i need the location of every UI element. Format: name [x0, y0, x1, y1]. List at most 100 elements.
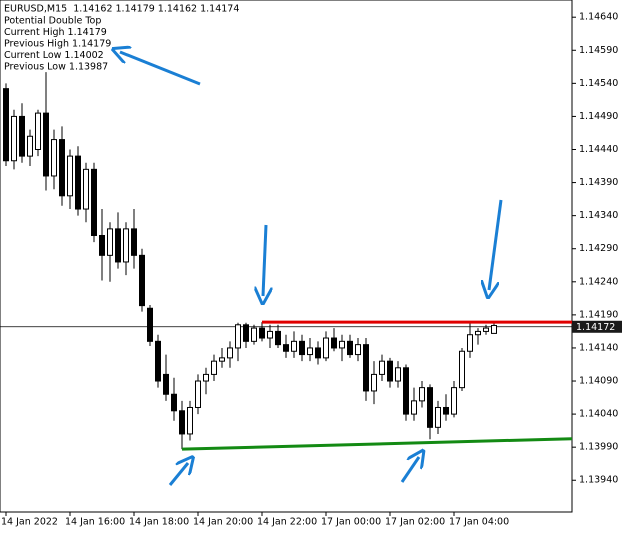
candle-body	[59, 139, 65, 197]
arrow	[120, 52, 201, 86]
candle-body	[107, 228, 113, 256]
x-tick-label: 14 Jan 20:00	[193, 517, 253, 528]
candle-body	[435, 406, 441, 428]
symbol-header: EURUSD,M15 1.14162 1.14179 1.14162 1.141…	[4, 4, 239, 15]
x-tick-label: 17 Jan 02:00	[385, 517, 445, 528]
candle-body	[315, 347, 321, 359]
candle-body	[27, 135, 33, 157]
candle-body	[427, 387, 433, 428]
candle-body	[299, 340, 305, 356]
candle-body	[139, 254, 145, 307]
candle-body	[147, 307, 153, 342]
candle-body	[83, 168, 89, 210]
candle-body	[411, 400, 417, 415]
candle-body	[99, 234, 105, 256]
y-tick-label: 1.14040	[579, 409, 618, 420]
candle-body	[123, 228, 129, 263]
candle-body	[283, 344, 289, 352]
candle-body	[203, 373, 209, 382]
candle-body	[363, 344, 369, 392]
candle-body	[379, 360, 385, 375]
y-tick-label: 1.14540	[579, 78, 618, 89]
y-tick-label: 1.14140	[579, 342, 618, 353]
candle-body	[67, 155, 73, 197]
y-tick-label: 1.14590	[579, 45, 618, 56]
candle-body	[243, 324, 249, 342]
candle-body	[419, 387, 425, 402]
annotation: Previous Low 1.13987	[4, 62, 108, 73]
candle-body	[179, 410, 185, 435]
y-tick-label: 1.14490	[579, 111, 618, 122]
arrow	[489, 199, 503, 290]
candle-body	[451, 387, 457, 415]
candle-body	[227, 347, 233, 359]
candle-body	[3, 88, 9, 162]
y-tick-label: 1.14340	[579, 210, 618, 221]
y-tick-label: 1.14640	[579, 12, 618, 23]
candle-body	[459, 350, 465, 389]
y-tick-label: 1.14240	[579, 276, 618, 287]
candle-body	[251, 327, 257, 342]
candle-body	[235, 324, 241, 349]
candle-body	[307, 347, 313, 356]
candle-body	[11, 115, 17, 162]
candle-body	[115, 228, 121, 263]
candle-body	[51, 139, 57, 177]
arrow	[263, 224, 266, 296]
candle-body	[323, 337, 329, 359]
candle-body	[475, 330, 481, 336]
last-price-label: 1.14172	[576, 322, 615, 333]
candle-body	[347, 340, 353, 356]
candle-body	[163, 373, 169, 395]
candle-body	[35, 112, 41, 150]
candle-body	[291, 340, 297, 352]
arrow	[400, 457, 419, 483]
candle-body	[275, 330, 281, 346]
y-tick-label: 1.13940	[579, 475, 618, 486]
candle-body	[331, 337, 337, 349]
arrows	[120, 52, 503, 486]
y-tick-label: 1.14290	[579, 243, 618, 254]
candle-body	[91, 168, 97, 236]
x-tick-label: 17 Jan 04:00	[449, 517, 509, 528]
candle-body	[371, 373, 377, 392]
marks	[0, 72, 573, 451]
x-tick-label: 14 Jan 18:00	[129, 517, 189, 528]
candle-body	[171, 393, 177, 412]
candle-body	[211, 360, 217, 375]
y-tick-label: 1.13990	[579, 442, 618, 453]
candle-body	[355, 344, 361, 356]
candle-body	[131, 228, 137, 256]
y-tick-label: 1.14390	[579, 177, 618, 188]
candle-body	[155, 340, 161, 382]
arrow	[168, 463, 188, 486]
annotation: Previous High 1.14179	[4, 39, 111, 50]
x-tick-label: 17 Jan 00:00	[321, 517, 381, 528]
candle-body	[195, 380, 201, 408]
x-tick-label: 14 Jan 16:00	[65, 517, 125, 528]
candle-body	[467, 334, 473, 352]
candle-body	[187, 406, 193, 435]
candle-body	[259, 327, 265, 339]
last-price-box	[572, 320, 622, 333]
candle-body	[491, 324, 497, 334]
candle-body	[443, 406, 449, 415]
candle-body	[339, 340, 345, 349]
candle-body	[219, 357, 225, 362]
candle-body	[395, 367, 401, 382]
candle-body	[75, 155, 81, 210]
candle-body	[43, 112, 49, 177]
candle-body	[387, 360, 393, 382]
annotation: Current Low 1.14002	[4, 50, 104, 61]
candle-body	[403, 367, 409, 415]
y-tick-label: 1.14440	[579, 144, 618, 155]
candle-body	[267, 330, 273, 339]
candle-body	[19, 115, 25, 157]
annotation: Current High 1.14179	[4, 27, 107, 38]
candle-body	[483, 327, 489, 332]
annotation: Potential Double Top	[4, 16, 101, 27]
x-tick-label: 14 Jan 22:00	[257, 517, 317, 528]
plot-frame	[0, 0, 573, 513]
